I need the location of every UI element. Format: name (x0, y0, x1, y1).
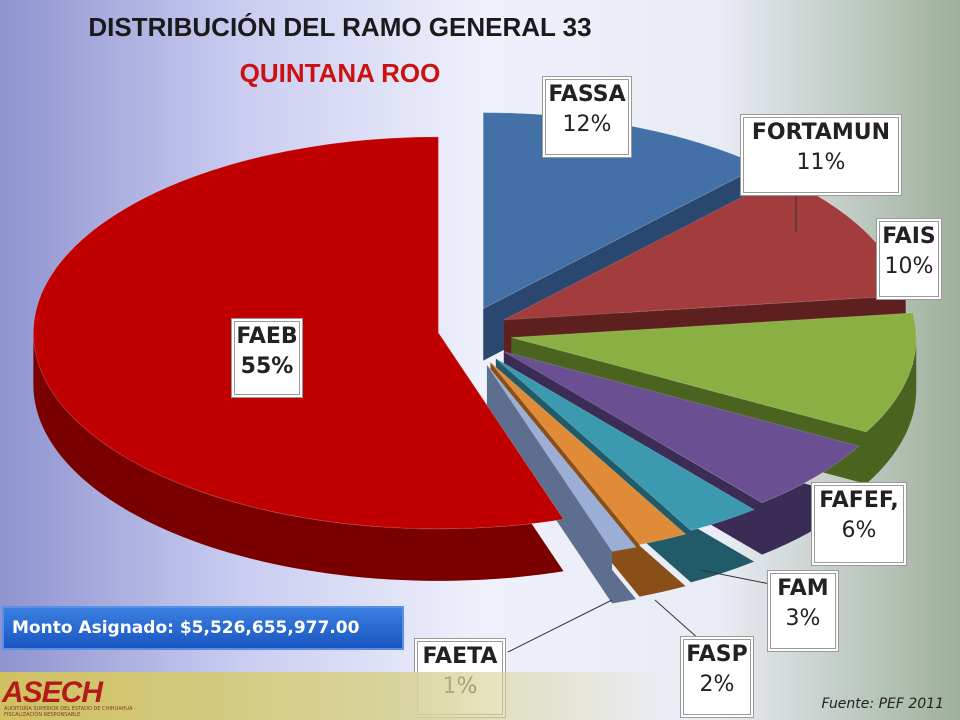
pie-slice-fais (511, 312, 917, 433)
leader-line (699, 569, 771, 585)
pie-slice-fafef (503, 351, 860, 504)
leader-line (507, 599, 613, 653)
pie-slice-faeta (486, 364, 637, 552)
data-label-fafef: FAFEF, 6% (811, 482, 907, 566)
pie-slice-fassa (482, 112, 762, 310)
pie-slice-side-faeta (486, 364, 637, 604)
logo-wordmark: ASECH (2, 676, 103, 709)
chart-title: DISTRIBUCIÓN DEL RAMO GENERAL 33 (88, 12, 592, 42)
asech-logo: ASECH AUDITORÍA SUPERIOR DEL ESTADO DE C… (2, 676, 152, 718)
pie-slice-fasp (490, 362, 687, 546)
data-label-fassa: FASSA 12% (542, 76, 632, 158)
logo-subtext: AUDITORÍA SUPERIOR DEL ESTADO DE CHIHUAH… (4, 706, 136, 718)
source-note: Fuente: PEF 2011 (821, 696, 944, 712)
pie-slice-fam (495, 358, 756, 531)
data-label-fais: FAIS 10% (876, 218, 942, 300)
data-label-faeb: FAEB 55% (231, 318, 303, 398)
pie-slice-side-faeb (33, 136, 564, 581)
data-label-fortamun: FORTAMUN 11% (740, 114, 902, 196)
footer-band (0, 672, 960, 720)
leader-line (654, 599, 701, 641)
data-label-fam: FAM 3% (767, 570, 839, 652)
chart-subtitle: QUINTANA ROO (239, 58, 441, 88)
monto-asignado-banner: Monto Asignado: $5,526,655,977.00 (2, 606, 404, 650)
